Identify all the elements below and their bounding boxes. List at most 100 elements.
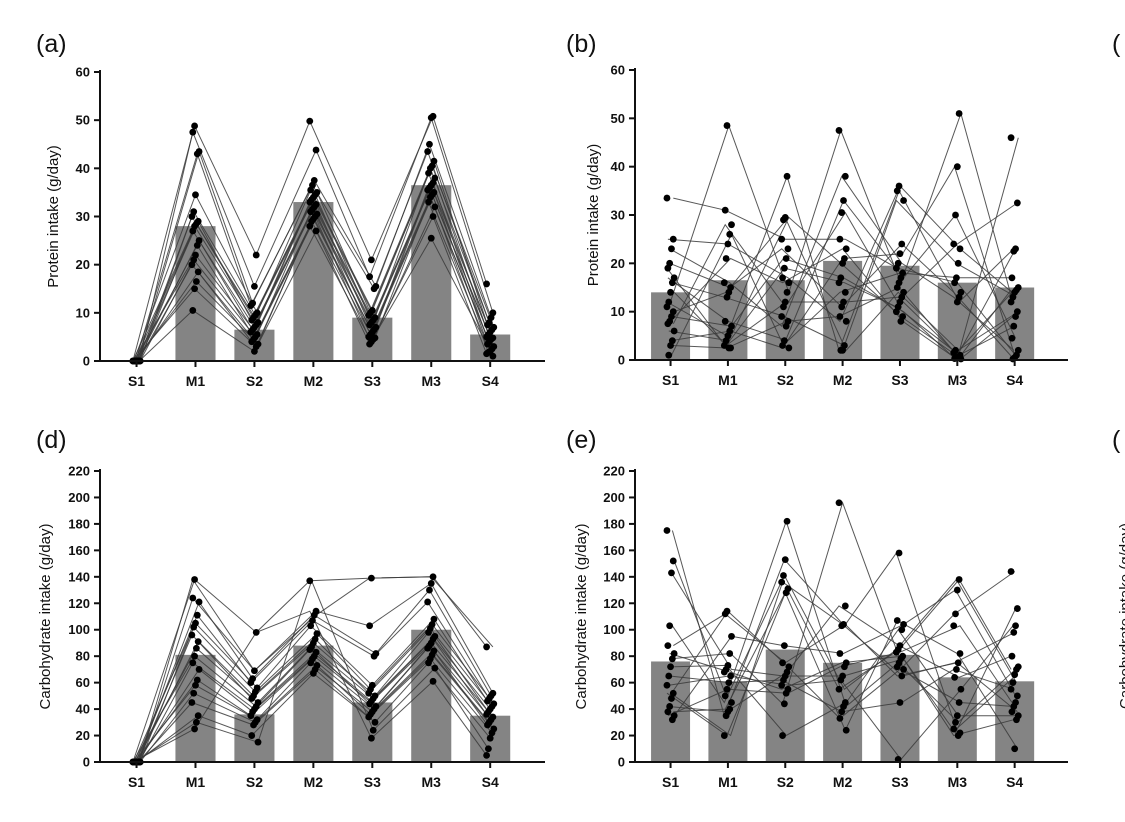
data-point bbox=[189, 594, 197, 602]
data-point bbox=[247, 302, 255, 310]
data-point bbox=[192, 681, 199, 689]
partial-panels-right: ((Carbohydrate intake (g/day) bbox=[1112, 30, 1125, 709]
x-tick-label-S4: S4 bbox=[482, 774, 499, 790]
data-point bbox=[953, 712, 961, 720]
data-point bbox=[955, 576, 963, 583]
data-point bbox=[666, 703, 674, 710]
data-point bbox=[486, 734, 494, 742]
data-point bbox=[841, 663, 848, 671]
data-point bbox=[896, 699, 904, 706]
data-point bbox=[892, 264, 900, 272]
y-tick-label: 20 bbox=[76, 257, 90, 272]
data-point bbox=[721, 317, 729, 325]
data-point bbox=[306, 198, 314, 206]
data-point bbox=[664, 264, 672, 272]
data-point bbox=[483, 751, 490, 759]
data-point bbox=[953, 298, 961, 306]
data-point bbox=[1008, 334, 1016, 342]
data-point bbox=[722, 255, 730, 262]
y-tick-label: 100 bbox=[603, 622, 625, 637]
y-axis-title-partial: Carbohydrate intake (g/day) bbox=[1117, 523, 1125, 709]
data-point bbox=[898, 672, 906, 680]
data-point bbox=[193, 676, 201, 684]
data-point bbox=[1013, 605, 1021, 612]
data-point bbox=[371, 718, 379, 726]
data-point bbox=[841, 172, 849, 180]
data-point bbox=[839, 259, 847, 267]
x-tick-label-M3: M3 bbox=[422, 774, 442, 790]
panel-label: (d) bbox=[36, 426, 67, 454]
x-tick-label-M3: M3 bbox=[948, 372, 968, 388]
data-point bbox=[954, 732, 962, 739]
data-point bbox=[956, 650, 964, 657]
data-point bbox=[951, 673, 959, 681]
data-point bbox=[366, 340, 374, 348]
data-point bbox=[720, 279, 728, 287]
data-point bbox=[431, 664, 439, 672]
data-point bbox=[424, 148, 432, 155]
data-point bbox=[247, 712, 255, 720]
data-point bbox=[368, 256, 375, 264]
data-point bbox=[779, 274, 786, 282]
data-point bbox=[192, 644, 200, 652]
y-tick-label: 40 bbox=[611, 159, 625, 174]
data-point bbox=[840, 703, 847, 710]
data-point bbox=[957, 685, 965, 693]
data-point bbox=[721, 610, 729, 618]
data-point bbox=[429, 573, 437, 581]
data-point bbox=[664, 320, 672, 328]
data-point bbox=[782, 255, 790, 262]
x-tick-label-M2: M2 bbox=[833, 372, 853, 388]
data-point bbox=[955, 699, 963, 706]
data-point bbox=[838, 708, 846, 716]
y-tick-label: 10 bbox=[76, 305, 90, 320]
data-point bbox=[955, 110, 963, 117]
data-point bbox=[430, 615, 438, 623]
y-axis-title: Carbohydrate intake (g/day) bbox=[37, 524, 54, 710]
data-point bbox=[836, 714, 844, 722]
data-point bbox=[670, 650, 678, 657]
data-point bbox=[307, 659, 315, 667]
data-point bbox=[664, 642, 672, 649]
data-point bbox=[192, 191, 199, 199]
data-point bbox=[953, 586, 961, 594]
y-tick-label: 10 bbox=[611, 304, 625, 319]
data-point bbox=[669, 235, 677, 243]
data-point bbox=[194, 638, 202, 646]
data-point bbox=[727, 672, 735, 680]
y-tick-label: 0 bbox=[83, 354, 90, 369]
panel-label-partial: ( bbox=[1112, 30, 1121, 58]
y-tick-label: 60 bbox=[611, 63, 625, 78]
data-point bbox=[424, 598, 432, 606]
data-point bbox=[779, 342, 786, 349]
x-tick-label-S2: S2 bbox=[777, 774, 794, 790]
data-point bbox=[484, 321, 491, 329]
data-point bbox=[722, 712, 730, 720]
x-tick-label-M2: M2 bbox=[833, 774, 853, 790]
data-point bbox=[838, 622, 846, 630]
data-point bbox=[780, 572, 787, 579]
data-point bbox=[669, 557, 677, 565]
data-point bbox=[665, 351, 673, 359]
data-point bbox=[1013, 666, 1020, 673]
data-point bbox=[953, 666, 960, 673]
data-point bbox=[483, 350, 490, 358]
data-point bbox=[781, 556, 789, 564]
data-point bbox=[785, 279, 793, 287]
data-point bbox=[312, 146, 320, 154]
data-point bbox=[252, 628, 260, 636]
data-point bbox=[725, 679, 733, 687]
data-point bbox=[370, 652, 378, 660]
data-point bbox=[835, 127, 843, 134]
data-point bbox=[189, 227, 197, 235]
data-point bbox=[950, 725, 958, 733]
data-point bbox=[366, 321, 374, 329]
data-point bbox=[365, 689, 373, 697]
x-tick-label-M2: M2 bbox=[304, 774, 324, 790]
data-point bbox=[783, 517, 791, 525]
data-point bbox=[483, 280, 490, 288]
y-tick-label: 40 bbox=[611, 702, 625, 717]
data-point bbox=[780, 264, 788, 272]
y-tick-label: 50 bbox=[611, 111, 625, 126]
data-point bbox=[778, 681, 786, 689]
